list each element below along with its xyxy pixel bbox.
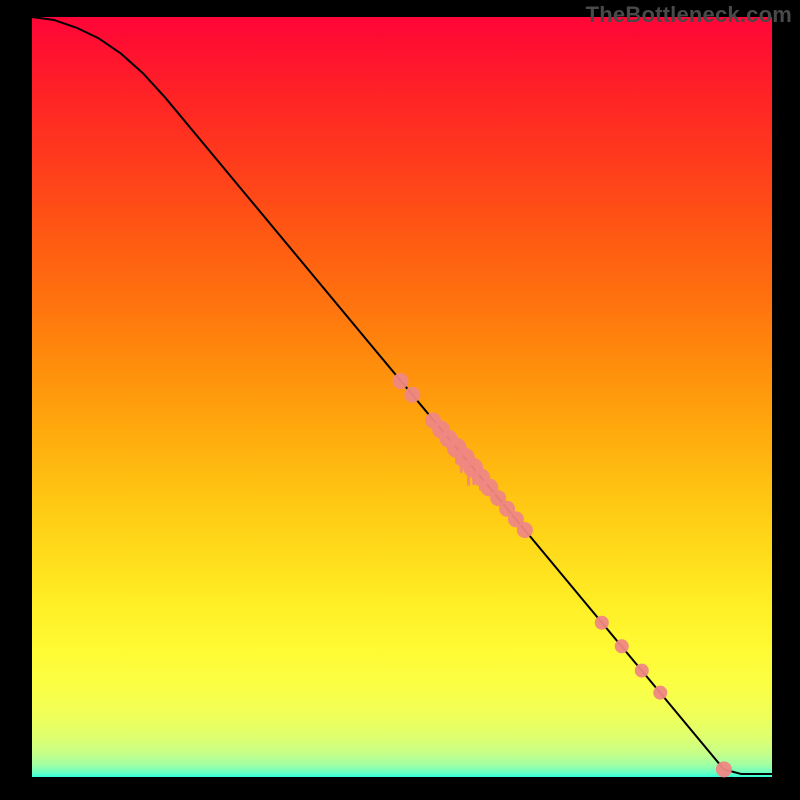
data-marker bbox=[393, 373, 409, 389]
data-marker bbox=[653, 686, 667, 700]
data-marker bbox=[716, 761, 732, 777]
data-marker bbox=[615, 639, 629, 653]
data-marker bbox=[635, 664, 649, 678]
bottleneck-chart bbox=[0, 0, 800, 800]
chart-stage: TheBottleneck.com bbox=[0, 0, 800, 800]
data-marker bbox=[595, 616, 609, 630]
data-marker bbox=[517, 522, 533, 538]
data-marker bbox=[404, 387, 420, 403]
plot-background bbox=[32, 17, 772, 777]
